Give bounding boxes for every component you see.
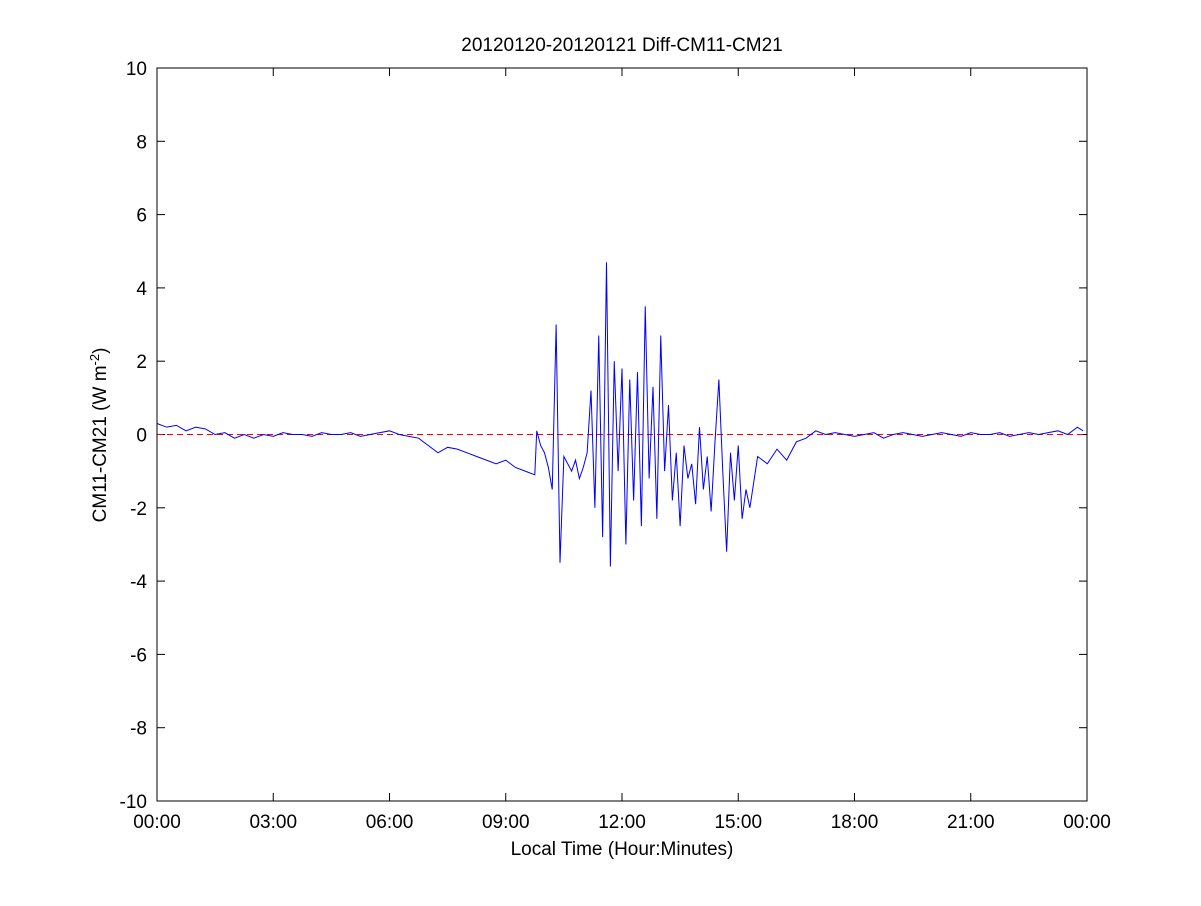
y-tick-label: -10 (120, 792, 147, 813)
y-tick-label: 0 (136, 426, 147, 447)
x-tick-label: 15:00 (714, 812, 762, 833)
x-tick-label: 12:00 (598, 812, 646, 833)
x-tick-label: 18:00 (831, 812, 879, 833)
x-tick-label: 00:00 (133, 812, 181, 833)
x-tick-label: 03:00 (249, 812, 297, 833)
x-tick-label: 00:00 (1063, 812, 1111, 833)
y-tick-label: 4 (136, 279, 147, 300)
data-line (156, 262, 1084, 567)
x-tick-label: 09:00 (482, 812, 530, 833)
x-tick-label: 21:00 (947, 812, 995, 833)
y-tick-label: 10 (126, 59, 147, 80)
y-tick-label: -8 (130, 719, 147, 740)
y-tick-label: 2 (136, 352, 147, 373)
y-axis-label: CM11-CM21 (W m-2) (87, 348, 112, 523)
y-tick-label: -4 (130, 572, 147, 593)
x-axis-label: Local Time (Hour:Minutes) (511, 839, 734, 860)
y-tick-label: -2 (130, 499, 147, 520)
plot-frame (156, 67, 1088, 802)
y-tick-label: -6 (130, 645, 147, 666)
y-tick-label: 6 (136, 206, 147, 227)
x-tick-label: 06:00 (366, 812, 414, 833)
chart-title: 20120120-20120121 Diff-CM11-CM21 (461, 35, 782, 56)
y-tick-label: 8 (136, 132, 147, 153)
